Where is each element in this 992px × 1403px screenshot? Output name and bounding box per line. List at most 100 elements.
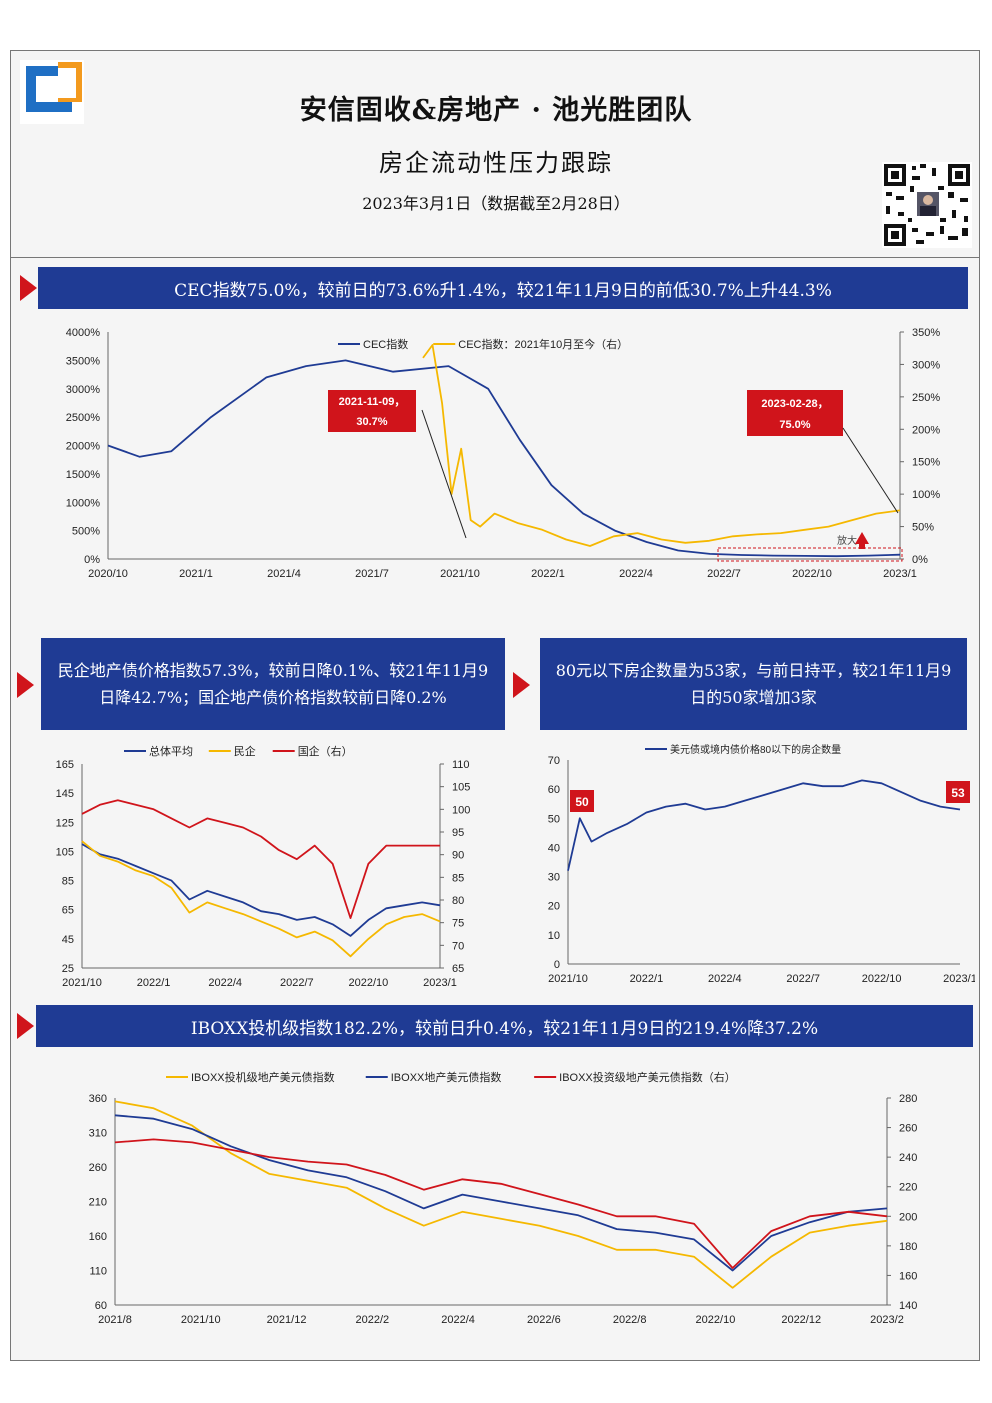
x-tick-label: 2022/1: [137, 977, 171, 989]
series-line: [114, 1100, 888, 1289]
callout-box: [570, 790, 594, 812]
bond-price-chart: 165 145 125 105 85 65 45 25 110 105 100 95 90 85 80 75 7…: [56, 744, 471, 989]
bond-price-banner: 民企地产债价格指数57.3%，较前日降0.1%、较21年11月9日降42.7%；…: [41, 638, 505, 730]
y2-tick-label: 105: [452, 782, 470, 794]
x-tick-label: 2022/8: [613, 1314, 647, 1326]
callout-label: 53: [951, 786, 965, 800]
x-tick-label: 2022/2: [356, 1314, 390, 1326]
legend-label: 民企: [234, 744, 256, 758]
x-tick-label: 2021/10: [548, 973, 588, 985]
report-subtitle: 房企流动性压力跟踪: [379, 149, 613, 177]
x-tick-label: 2020/10: [88, 568, 128, 580]
legend-label: 美元债或境内债价格80以下的房企数量: [670, 743, 841, 756]
y2-tick-label: 65: [452, 963, 464, 975]
y2-tick-label: 75: [452, 918, 464, 930]
y2-tick-label: 350%: [912, 327, 940, 339]
qr-code-icon: [882, 162, 972, 248]
y2-tick-label: 300%: [912, 359, 940, 371]
y-tick-label: 360: [89, 1093, 107, 1105]
x-tick-label: 2022/7: [707, 568, 741, 580]
x-tick-label: 2022/1: [630, 973, 664, 985]
series-line: [107, 359, 901, 558]
report-title: 安信固收&房地产 · 池光胜团队: [299, 95, 693, 126]
y-tick-label: 500%: [72, 526, 100, 538]
x-tick-label: 2021/8: [98, 1314, 132, 1326]
y-tick-label: 110: [89, 1266, 107, 1278]
callout-label: 2021-11-09，: [339, 396, 406, 408]
x-tick-label: 2022/4: [208, 977, 242, 989]
x-tick-label: 2022/10: [349, 977, 389, 989]
y-tick-label: 50: [548, 813, 560, 825]
y2-tick-label: 85: [452, 872, 464, 884]
cec-banner: CEC指数75.0%，较前日的73.6%升1.4%，较21年11月9日的前低30…: [38, 267, 968, 309]
y-tick-label: 165: [56, 759, 74, 771]
distressed-count-banner: 80元以下房企数量为53家，与前日持平，较21年11月9日的50家增加3家: [540, 638, 967, 730]
section-arrow-icon: [17, 672, 34, 698]
y-tick-label: 30: [548, 872, 560, 884]
y-tick-label: 70: [548, 755, 560, 767]
y-tick-label: 105: [56, 846, 74, 858]
x-tick-label: 2023/2: [870, 1314, 904, 1326]
x-tick-label: 2021/1: [179, 568, 213, 580]
y-tick-label: 260: [89, 1162, 107, 1174]
callout-box: [328, 390, 416, 432]
y2-tick-label: 0%: [912, 554, 928, 566]
section-arrow-icon: [17, 1013, 34, 1039]
y2-tick-label: 280: [899, 1093, 917, 1105]
y-tick-label: 45: [62, 934, 74, 946]
legend-label: IBOXX投机级地产美元债指数: [191, 1070, 335, 1084]
callout-box: [946, 781, 970, 803]
report-date: 2023年3月1日（数据截至2月28日）: [362, 194, 630, 213]
legend-label: IBOXX地产美元债指数: [391, 1070, 502, 1084]
callout-label: 75.0%: [779, 419, 810, 431]
series-line: [567, 779, 961, 871]
y-tick-label: 3500%: [66, 355, 100, 367]
y-tick-label: 1500%: [66, 469, 100, 481]
legend-label: IBOXX投资级地产美元债指数（右）: [559, 1070, 736, 1084]
y2-tick-label: 90: [452, 850, 464, 862]
x-tick-label: 2022/6: [527, 1314, 561, 1326]
y-tick-label: 10: [548, 930, 560, 942]
callout-label: 30.7%: [356, 416, 387, 428]
y2-tick-label: 110: [452, 759, 470, 771]
logo-icon: [20, 60, 84, 124]
callout-label: 50: [575, 795, 589, 809]
y-tick-label: 310: [89, 1128, 107, 1140]
x-tick-label: 2021/10: [181, 1314, 221, 1326]
y-tick-label: 2000%: [66, 441, 100, 453]
y2-tick-label: 220: [899, 1182, 917, 1194]
distressed-count-chart: 70 60 50 40 30 20 10 0 2021/10 2022/1 2022/4 2022/7…: [548, 743, 975, 985]
series-line: [114, 1114, 888, 1272]
y-tick-label: 2500%: [66, 412, 100, 424]
y2-tick-label: 95: [452, 827, 464, 839]
y-tick-label: 145: [56, 788, 74, 800]
zoom-label: 放大: [837, 534, 857, 547]
y-tick-label: 60: [95, 1300, 107, 1312]
legend-label: 国企（右）: [298, 744, 353, 758]
series-line: [114, 1138, 888, 1269]
series-line: [81, 843, 441, 937]
x-tick-label: 2021/7: [355, 568, 389, 580]
y2-tick-label: 160: [899, 1270, 917, 1282]
y2-tick-label: 240: [899, 1152, 917, 1164]
y-tick-label: 25: [62, 963, 74, 975]
y2-tick-label: 180: [899, 1241, 917, 1253]
legend-label: CEC指数: [363, 337, 408, 351]
zoom-region: [717, 547, 903, 562]
y-tick-label: 85: [62, 876, 74, 888]
y2-tick-label: 80: [452, 895, 464, 907]
report-header: [10, 50, 980, 258]
y-tick-label: 60: [548, 784, 560, 796]
y-tick-label: 40: [548, 842, 560, 854]
y-tick-label: 0%: [84, 554, 100, 566]
y-tick-label: 210: [89, 1197, 107, 1209]
x-tick-label: 2021/10: [440, 568, 480, 580]
y2-tick-label: 100: [452, 804, 470, 816]
y-tick-label: 65: [62, 905, 74, 917]
x-tick-label: 2022/7: [280, 977, 314, 989]
callout-label: 2023-02-28，: [761, 398, 828, 410]
x-tick-label: 2022/10: [862, 973, 902, 985]
y-tick-label: 3000%: [66, 384, 100, 396]
iboxx-chart: 360 310 260 210 160 110 60 280 260 240 220 200 180 16…: [89, 1070, 918, 1326]
callout-box: [747, 390, 843, 436]
